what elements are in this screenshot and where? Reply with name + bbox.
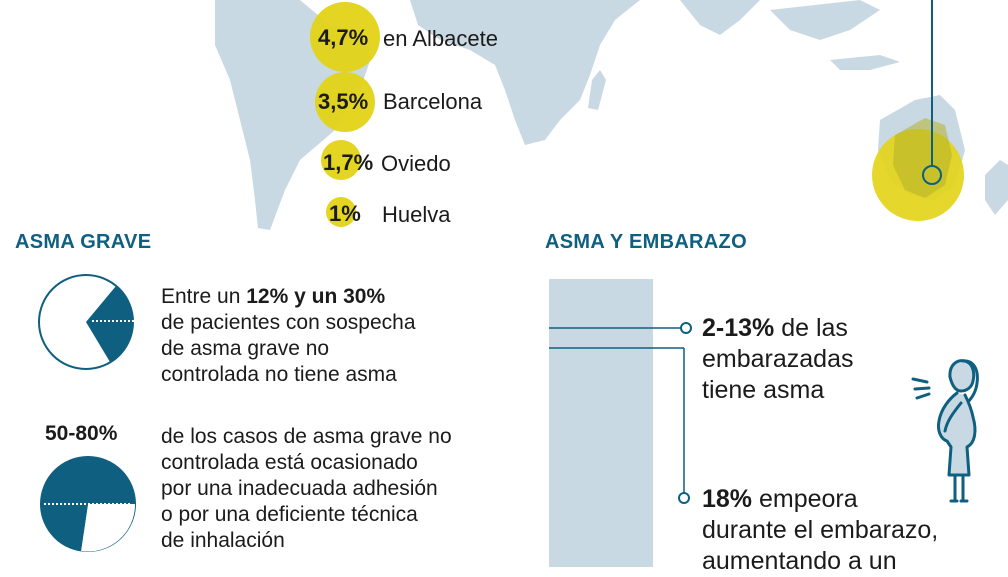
stat2-line2: durante el embarazo, [702, 516, 939, 544]
embarazo-connectors [549, 322, 692, 504]
city-pct: 4,7% [318, 25, 369, 50]
huelva-circle [326, 197, 356, 227]
africa-shape [410, 0, 640, 145]
indonesia-shape [770, 0, 880, 40]
oviedo-circle [321, 140, 361, 180]
item1-line3: de asma grave no [161, 337, 330, 360]
stat1-bold: 2-13% [702, 314, 775, 342]
item1-line1-pre: Entre un [161, 285, 247, 308]
australia-overlay [893, 118, 952, 198]
city-name: en Albacete [383, 26, 498, 51]
item2-line5: de inhalación [161, 529, 285, 552]
item2-pct: 50-80% [45, 422, 118, 445]
asma-grave-item1: Entre un 12% y un 30% de pacientes con s… [161, 284, 521, 388]
item1-line4: controlada no tiene asma [161, 363, 397, 386]
city-name: Huelva [382, 202, 451, 227]
city-name: Oviedo [381, 151, 451, 176]
item2-line3: por una inadecuada adhesión [161, 477, 438, 500]
islands-shape [830, 55, 900, 70]
stat2-line3: aumentando a un [702, 547, 897, 575]
asma-grave-item2: de los casos de asma grave no controlada… [161, 424, 531, 554]
stat1-line3: tiene asma [702, 376, 825, 404]
albacete-circle [310, 2, 380, 72]
embarazo-bar [549, 279, 653, 567]
city-pct: 1% [329, 201, 361, 226]
embarazo-stat1: 2-13% de las embarazadas tiene asma [702, 313, 922, 406]
australia-pointer-dot [922, 165, 942, 185]
item1-line2: de pacientes con sospecha [161, 311, 416, 334]
section-title-asma-embarazo: ASMA Y EMBARAZO [545, 231, 747, 253]
nz-shape [985, 160, 1008, 215]
section-title-asma-grave: ASMA GRAVE [15, 231, 152, 253]
city-name: Barcelona [383, 89, 483, 114]
stat1-line2: embarazadas [702, 345, 854, 373]
item2-line1: de los casos de asma grave no [161, 425, 452, 448]
stat1-rest: de las [774, 314, 848, 342]
madagascar-shape [588, 70, 606, 110]
stat2-bold: 18% [702, 485, 753, 513]
barcelona-circle [315, 72, 375, 132]
pie-chart-12-30 [38, 274, 134, 370]
city-pct: 3,5% [318, 89, 369, 114]
asia-shape [680, 0, 760, 35]
item2-line2: controlada está ocasionado [161, 451, 418, 474]
item1-line1-bold: 12% y un 30% [246, 285, 386, 308]
stat2-rest: empeora [752, 485, 858, 513]
city-pct: 1,7% [323, 150, 374, 175]
pie-chart-50-80 [40, 456, 136, 552]
item2-line4: o por una deficiente técnica [161, 503, 418, 526]
pregnant-woman-icon [911, 359, 979, 503]
